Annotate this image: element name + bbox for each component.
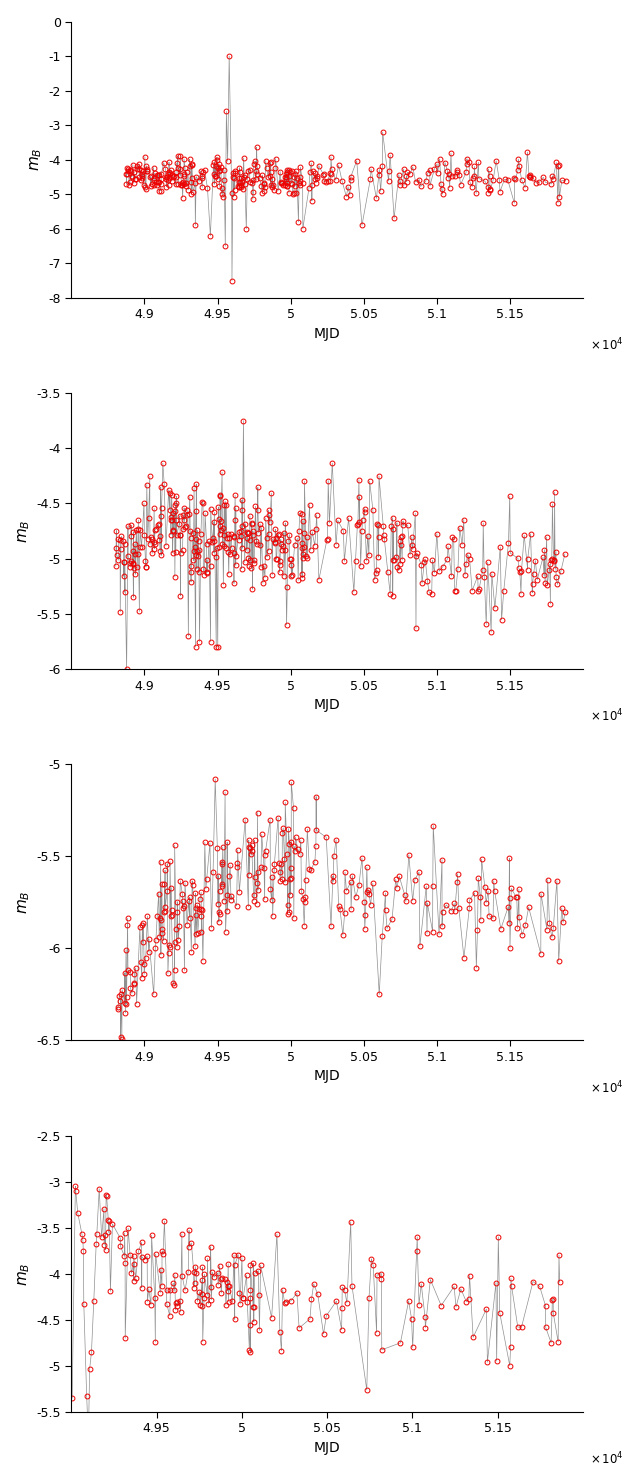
Y-axis label: $m_B$: $m_B$	[17, 1261, 33, 1285]
Text: $\times\,10^4$: $\times\,10^4$	[589, 708, 623, 724]
X-axis label: MJD: MJD	[314, 326, 340, 341]
Y-axis label: $m_B$: $m_B$	[29, 148, 44, 172]
Text: $\times\,10^4$: $\times\,10^4$	[589, 337, 623, 353]
X-axis label: MJD: MJD	[314, 1441, 340, 1454]
X-axis label: MJD: MJD	[314, 1070, 340, 1083]
X-axis label: MJD: MJD	[314, 697, 340, 712]
Text: $\times\,10^4$: $\times\,10^4$	[589, 1079, 623, 1097]
Y-axis label: $m_B$: $m_B$	[17, 519, 33, 543]
Text: $\times\,10^4$: $\times\,10^4$	[589, 1451, 623, 1468]
Y-axis label: $m_B$: $m_B$	[17, 890, 33, 914]
